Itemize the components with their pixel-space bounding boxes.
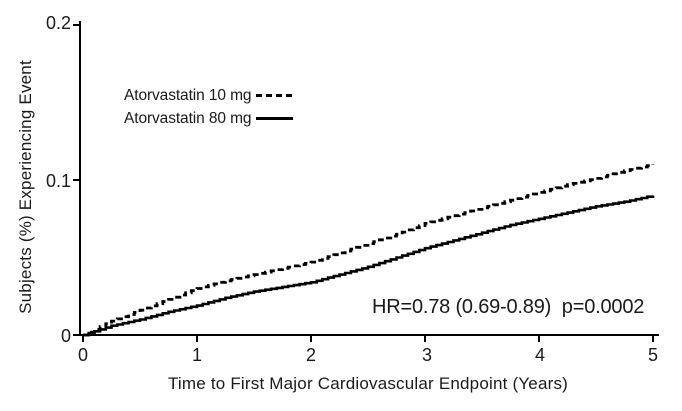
legend-item-atorvastatin-10mg: Atorvastatin 10 mg [124,84,294,107]
curve-atorvastatin-80-mg [83,195,655,337]
x-tick-label-3: 3 [421,345,432,365]
y-tick-label-0.1: 0.1 [45,171,71,191]
x-axis-title: Time to First Major Cardiovascular Endpo… [167,374,569,393]
x-tick-label-4: 4 [534,345,545,365]
curve-atorvastatin-10-mg [83,164,655,337]
legend-label-80mg: Atorvastatin 80 mg [124,109,252,127]
dashed-line-sample-icon [256,94,294,97]
legend: Atorvastatin 10 mg Atorvastatin 80 mg [124,84,294,130]
x-tick-label-0: 0 [77,345,88,365]
hazard-ratio-annotation: HR=0.78 (0.69-0.89) p=0.0002 [372,296,645,318]
axis-ticks [73,24,654,342]
legend-item-atorvastatin-80mg: Atorvastatin 80 mg [124,107,294,130]
y-tick-label-0: 0 [60,326,71,346]
x-tick-label-1: 1 [191,345,202,365]
solid-line-sample-icon [256,117,294,120]
series-curves [83,164,655,337]
x-tick-label-5: 5 [647,345,658,365]
x-tick-label-2: 2 [305,345,316,365]
legend-label-10mg: Atorvastatin 10 mg [124,86,252,104]
y-tick-label-0.2: 0.2 [45,13,71,33]
